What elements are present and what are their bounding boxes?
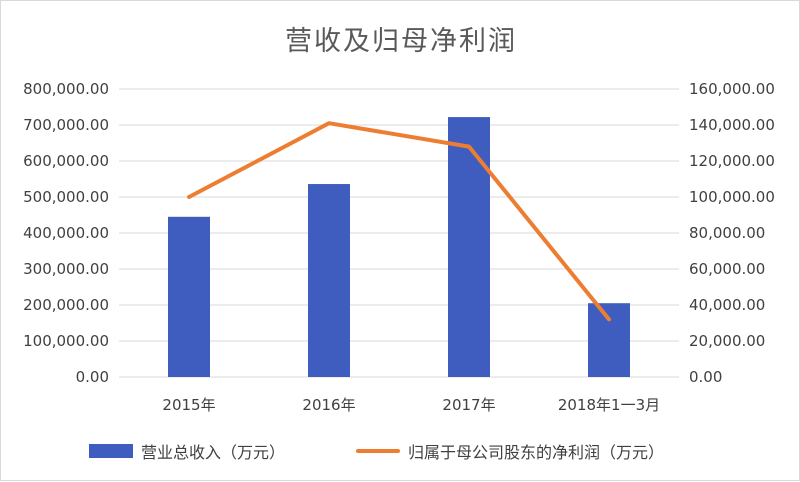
category-label: 2016年	[302, 396, 355, 414]
legend-label-net-profit: 归属于母公司股东的净利润（万元）	[408, 443, 665, 462]
category-axis-labels: 2015年 2016年 2017年 2018年1一3月	[162, 396, 660, 414]
left-tick-label: 700,000.00	[23, 116, 109, 134]
right-tick-label: 100,000.00	[689, 188, 775, 206]
left-tick-label: 0.00	[76, 368, 109, 386]
line-series	[187, 121, 611, 322]
left-tick-label: 200,000.00	[23, 296, 109, 314]
right-tick-label: 160,000.00	[689, 80, 775, 98]
right-tick-label: 120,000.00	[689, 152, 775, 170]
legend-item-revenue: 营业总收入（万元）	[89, 439, 285, 463]
bar	[308, 184, 350, 377]
category-label: 2018年1一3月	[558, 396, 660, 414]
bar	[168, 216, 210, 377]
left-tick-label: 600,000.00	[23, 152, 109, 170]
right-tick-label: 80,000.00	[689, 224, 765, 242]
left-axis-ticks: 0.00 100,000.00 200,000.00 300,000.00 400,00…	[23, 80, 109, 386]
gridlines	[119, 88, 679, 378]
right-axis-ticks: 0.00 20,000.00 40,000.00 60,000.00 80,000.00…	[689, 80, 775, 386]
chart-title: 营收及归母净利润	[285, 26, 517, 57]
left-tick-label: 400,000.00	[23, 224, 109, 242]
right-tick-label: 60,000.00	[689, 260, 765, 278]
right-tick-label: 140,000.00	[689, 116, 775, 134]
left-tick-label: 800,000.00	[23, 80, 109, 98]
legend: 营业总收入（万元） 归属于母公司股东的净利润（万元）	[1, 433, 800, 463]
category-label: 2017年	[442, 396, 495, 414]
bar	[588, 303, 630, 377]
bar-series	[168, 117, 630, 377]
series-line	[187, 121, 611, 322]
right-tick-label: 40,000.00	[689, 296, 765, 314]
left-tick-label: 100,000.00	[23, 332, 109, 350]
left-tick-label: 500,000.00	[23, 188, 109, 206]
left-tick-label: 300,000.00	[23, 260, 109, 278]
legend-item-net-profit: 归属于母公司股东的净利润（万元）	[356, 439, 664, 463]
bar	[448, 117, 490, 377]
legend-label-revenue: 营业总收入（万元）	[141, 443, 286, 462]
legend-swatch-line	[356, 449, 400, 453]
category-label: 2015年	[162, 396, 215, 414]
right-tick-label: 0.00	[689, 368, 722, 386]
right-tick-label: 20,000.00	[689, 332, 765, 350]
legend-swatch-bar	[89, 444, 133, 458]
